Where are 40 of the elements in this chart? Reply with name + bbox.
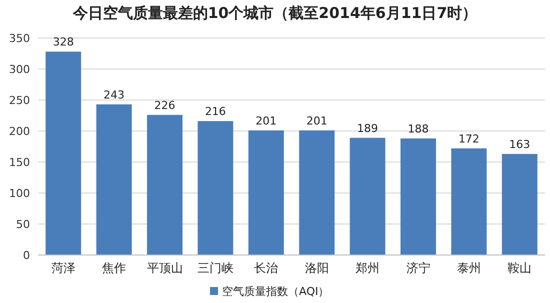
y-tick-label: 100 <box>9 187 30 200</box>
x-tick-label: 平顶山 <box>146 261 183 275</box>
legend-label: 空气质量指数（AQI） <box>222 285 330 298</box>
bar <box>147 114 182 255</box>
data-label: 189 <box>357 122 378 135</box>
bar <box>400 138 436 255</box>
bar <box>96 104 132 255</box>
bar <box>350 138 386 255</box>
y-tick-label: 350 <box>9 32 30 45</box>
y-tick-label: 200 <box>9 125 30 138</box>
bar <box>248 130 284 255</box>
data-label: 216 <box>204 105 226 118</box>
x-tick-label: 洛阳 <box>304 261 329 275</box>
x-tick-label: 济宁 <box>406 261 430 275</box>
x-tick-label: 泰州 <box>456 261 481 275</box>
bar <box>299 130 335 255</box>
data-label: 188 <box>408 122 429 136</box>
data-label: 163 <box>509 138 530 151</box>
data-label: 172 <box>458 132 480 146</box>
x-tick-label: 长治 <box>254 261 278 275</box>
x-tick-label: 郑州 <box>356 261 380 275</box>
data-label: 201 <box>256 114 277 128</box>
bar <box>451 148 487 255</box>
y-tick-label: 50 <box>16 218 30 231</box>
chart-title: 今日空气质量最差的10个城市（截至2014年6月11日7时） <box>72 4 478 22</box>
y-tick-label: 300 <box>9 63 30 76</box>
bar <box>198 121 234 255</box>
x-tick-label: 鞍山 <box>508 261 532 275</box>
y-tick-label: 150 <box>9 156 30 169</box>
bar <box>502 154 538 255</box>
x-tick-label: 菏泽 <box>51 261 76 275</box>
x-tick-label: 焦作 <box>102 261 126 275</box>
y-tick-label: 0 <box>23 249 30 262</box>
data-label: 243 <box>104 88 125 102</box>
bar <box>46 52 82 255</box>
data-label: 328 <box>52 36 74 49</box>
data-label: 226 <box>154 98 176 112</box>
y-tick-label: 250 <box>9 94 30 107</box>
x-tick-label: 三门峡 <box>197 261 234 275</box>
data-label: 201 <box>306 114 328 128</box>
